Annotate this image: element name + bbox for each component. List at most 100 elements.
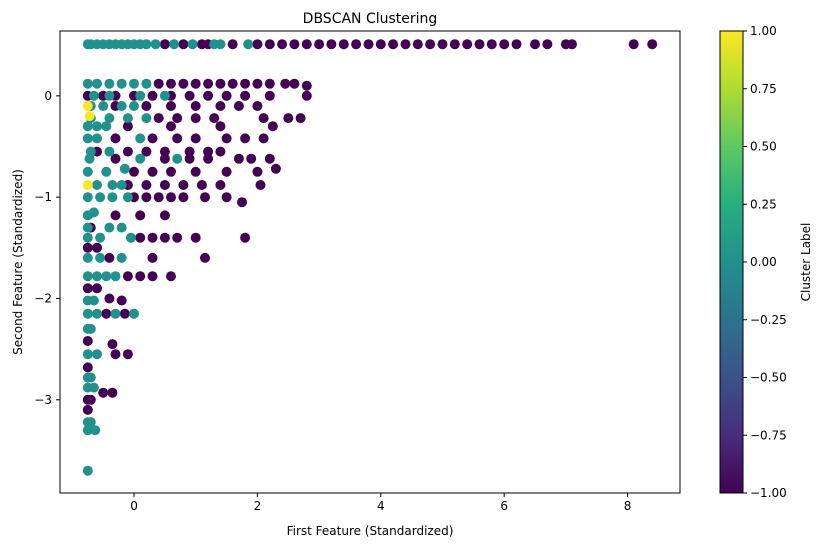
- scatter-point: [166, 101, 176, 111]
- scatter-point: [84, 153, 95, 164]
- scatter-point: [101, 271, 112, 282]
- scatter-point: [159, 146, 170, 157]
- scatter-point: [88, 90, 99, 101]
- scatter-point: [129, 308, 139, 319]
- scatter-point: [221, 166, 232, 177]
- scatter-point: [141, 180, 152, 190]
- scatter-point: [84, 111, 95, 122]
- scatter-point: [172, 113, 183, 124]
- scatter-point: [240, 90, 251, 101]
- x-tick-label: 2: [254, 499, 262, 513]
- scatter-point: [301, 39, 312, 50]
- scatter-point: [425, 39, 436, 50]
- y-tick-label: 0: [44, 89, 52, 103]
- plot-frame: [59, 30, 681, 494]
- scatter-point: [82, 308, 93, 319]
- scatter-point: [159, 39, 170, 50]
- x-tick-label: 8: [624, 499, 632, 513]
- scatter-point: [150, 39, 161, 50]
- scatter-point: [82, 180, 93, 190]
- scatter-point: [101, 121, 112, 132]
- scatter-point: [135, 232, 146, 243]
- scatter-point: [82, 101, 93, 111]
- scatter-point: [647, 39, 658, 50]
- scatter-point: [88, 382, 99, 393]
- scatter-point: [301, 90, 312, 101]
- scatter-point: [240, 232, 251, 243]
- scatter-point: [462, 39, 473, 50]
- scatter-point: [172, 153, 183, 164]
- scatter-point: [92, 308, 102, 319]
- scatter-point: [122, 192, 133, 203]
- colorbar-tick-label: 0.25: [750, 197, 777, 211]
- scatter-point: [135, 153, 146, 164]
- scatter-point: [90, 425, 101, 436]
- scatter-point: [85, 372, 96, 383]
- scatter-point: [116, 180, 127, 190]
- scatter-point: [116, 222, 127, 233]
- scatter-point: [252, 166, 263, 177]
- scatter-point: [104, 113, 115, 124]
- colorbar-label: Cluster Label: [799, 223, 813, 302]
- scatter-point: [190, 133, 201, 144]
- x-tick-label: 4: [377, 499, 385, 513]
- x-axis: 0 2 4 6 8: [130, 493, 631, 513]
- scatter-point: [141, 101, 152, 111]
- scatter-point: [221, 133, 232, 144]
- scatter-point: [264, 78, 275, 89]
- scatter-point: [255, 180, 266, 190]
- scatter-point: [233, 101, 244, 111]
- colorbar-tick-label: −0.25: [750, 313, 787, 327]
- scatter-point: [240, 133, 251, 144]
- scatter-point: [200, 252, 210, 263]
- scatter-point: [400, 39, 411, 50]
- scatter-point: [82, 336, 93, 346]
- scatter-point: [237, 197, 247, 208]
- scatter-point: [104, 146, 115, 157]
- scatter-points: [82, 39, 658, 476]
- scatter-point: [159, 90, 170, 101]
- scatter-point: [283, 113, 294, 124]
- scatter-point: [280, 78, 291, 89]
- scatter-point: [92, 121, 102, 132]
- scatter-point: [215, 180, 226, 190]
- scatter-point: [116, 78, 127, 89]
- scatter-point: [437, 39, 448, 50]
- scatter-point: [153, 113, 164, 124]
- scatter-point: [203, 153, 214, 164]
- scatter-point: [301, 80, 312, 91]
- scatter-point: [141, 192, 152, 203]
- scatter-point: [82, 404, 93, 415]
- scatter-point: [187, 39, 198, 50]
- scatter-point: [412, 39, 423, 50]
- scatter-point: [88, 207, 99, 218]
- scatter-point: [107, 180, 118, 190]
- scatter-point: [101, 166, 112, 177]
- scatter-point: [82, 465, 93, 476]
- scatter-point: [147, 232, 158, 243]
- scatter-point: [110, 133, 121, 144]
- colorbar-tick-label: 0.75: [750, 82, 777, 96]
- scatter-point: [104, 252, 115, 263]
- scatter-point: [101, 308, 112, 319]
- scatter-point: [82, 78, 93, 89]
- scatter-point: [92, 78, 102, 89]
- scatter-point: [129, 101, 139, 111]
- scatter-point: [499, 39, 510, 50]
- scatter-point: [264, 90, 275, 101]
- scatter-point: [153, 78, 164, 89]
- scatter-point: [85, 417, 96, 428]
- scatter-point: [141, 78, 152, 89]
- scatter-point: [95, 232, 106, 243]
- scatter-point: [122, 113, 133, 124]
- scatter-point: [215, 39, 226, 50]
- scatter-point: [147, 271, 158, 282]
- scatter-point: [129, 166, 139, 177]
- scatter-point: [92, 180, 102, 190]
- colorbar-tick-label: 0.00: [750, 255, 777, 269]
- scatter-point: [166, 166, 176, 177]
- scatter-point: [351, 39, 362, 50]
- scatter-point: [530, 39, 540, 50]
- scatter-point: [227, 78, 238, 89]
- scatter-point: [110, 349, 121, 360]
